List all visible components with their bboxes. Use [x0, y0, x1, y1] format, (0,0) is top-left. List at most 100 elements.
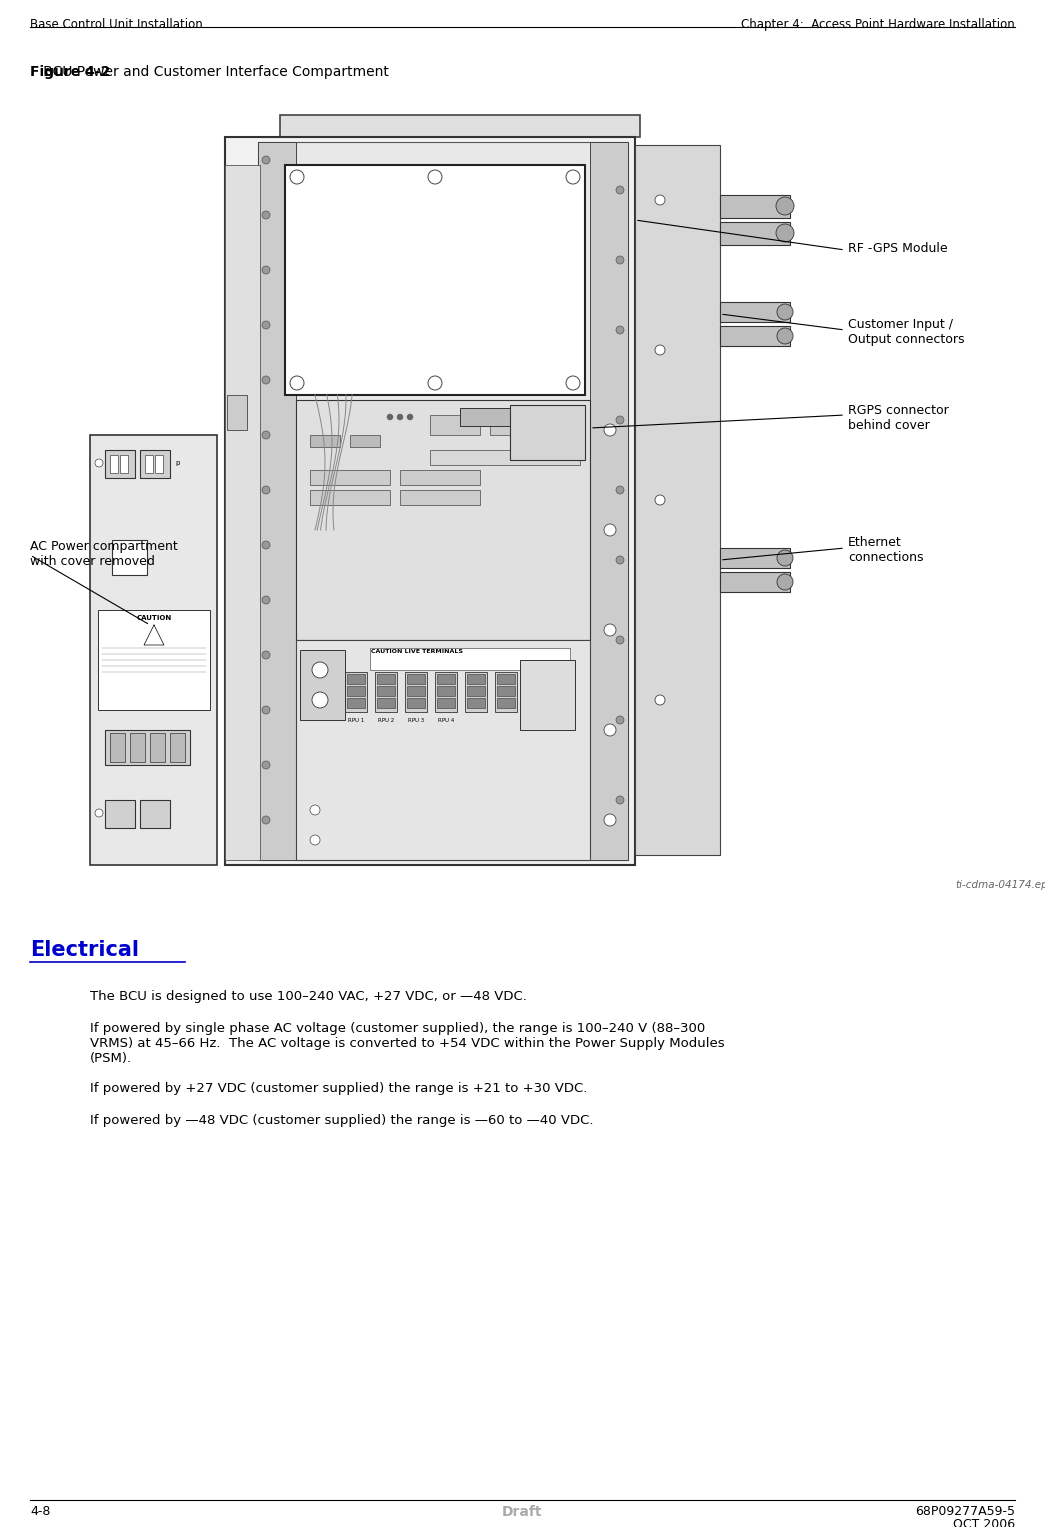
- Circle shape: [655, 195, 665, 205]
- Bar: [170, 733, 185, 762]
- Bar: [437, 686, 455, 696]
- Text: ti-cdma-04174.eps: ti-cdma-04174.eps: [955, 880, 1045, 890]
- Bar: [720, 221, 790, 244]
- Bar: [296, 640, 590, 860]
- Bar: [98, 609, 210, 710]
- Circle shape: [262, 815, 270, 825]
- Circle shape: [262, 156, 270, 163]
- Circle shape: [262, 760, 270, 770]
- Circle shape: [262, 266, 270, 273]
- Circle shape: [616, 716, 624, 724]
- Circle shape: [239, 655, 249, 664]
- Text: CAUTION LIVE TERMINALS: CAUTION LIVE TERMINALS: [371, 649, 463, 654]
- Circle shape: [239, 576, 249, 585]
- Circle shape: [262, 376, 270, 383]
- Circle shape: [655, 695, 665, 705]
- Circle shape: [312, 692, 328, 709]
- Text: Ethernet
connections: Ethernet connections: [847, 536, 924, 563]
- Text: Customer Input /
Output connectors: Customer Input / Output connectors: [847, 318, 965, 347]
- Bar: [130, 733, 145, 762]
- Bar: [720, 548, 790, 568]
- Bar: [635, 145, 720, 855]
- Circle shape: [777, 574, 793, 589]
- Circle shape: [407, 414, 413, 420]
- Bar: [497, 698, 515, 709]
- Bar: [110, 455, 118, 473]
- Text: p: p: [175, 460, 180, 466]
- Bar: [300, 651, 345, 721]
- Bar: [112, 541, 147, 576]
- Circle shape: [239, 615, 249, 625]
- Bar: [407, 686, 425, 696]
- Bar: [140, 450, 170, 478]
- Circle shape: [616, 637, 624, 644]
- Bar: [225, 137, 635, 864]
- Text: AC Power compartment
with cover removed: AC Power compartment with cover removed: [30, 541, 178, 568]
- Bar: [120, 455, 127, 473]
- Bar: [145, 455, 153, 473]
- Bar: [258, 142, 628, 860]
- Circle shape: [428, 169, 442, 183]
- Circle shape: [616, 186, 624, 194]
- Text: If powered by —48 VDC (customer supplied) the range is —60 to —40 VDC.: If powered by —48 VDC (customer supplied…: [90, 1115, 594, 1127]
- Circle shape: [655, 345, 665, 354]
- Bar: [310, 490, 390, 505]
- Bar: [377, 673, 395, 684]
- Text: If powered by single phase AC voltage (customer supplied), the range is 100–240 : If powered by single phase AC voltage (c…: [90, 1022, 724, 1064]
- Circle shape: [310, 805, 320, 815]
- Circle shape: [777, 550, 793, 567]
- Bar: [345, 672, 367, 712]
- Text: OCT 2006: OCT 2006: [953, 1518, 1015, 1527]
- Circle shape: [616, 486, 624, 495]
- Circle shape: [616, 257, 624, 264]
- Circle shape: [262, 541, 270, 550]
- Circle shape: [566, 169, 580, 183]
- Circle shape: [616, 796, 624, 805]
- Bar: [407, 698, 425, 709]
- Bar: [110, 733, 125, 762]
- Circle shape: [566, 376, 580, 389]
- Text: CAUTION: CAUTION: [137, 615, 171, 621]
- Text: RF -GPS Module: RF -GPS Module: [847, 241, 948, 255]
- Circle shape: [262, 651, 270, 660]
- Bar: [407, 673, 425, 684]
- Bar: [347, 698, 365, 709]
- Bar: [104, 730, 190, 765]
- Circle shape: [604, 524, 616, 536]
- Bar: [347, 686, 365, 696]
- Bar: [150, 733, 165, 762]
- Polygon shape: [144, 625, 164, 644]
- Bar: [720, 195, 790, 218]
- Bar: [400, 490, 480, 505]
- Text: 68P09277A59-5: 68P09277A59-5: [915, 1506, 1015, 1518]
- Bar: [225, 165, 260, 860]
- Bar: [510, 405, 585, 460]
- Bar: [310, 470, 390, 486]
- Bar: [429, 450, 580, 466]
- Bar: [495, 672, 517, 712]
- Bar: [437, 673, 455, 684]
- Text: Base Control Unit Installation: Base Control Unit Installation: [30, 18, 203, 31]
- Circle shape: [777, 328, 793, 344]
- Bar: [377, 698, 395, 709]
- Text: RPU 4: RPU 4: [438, 718, 455, 722]
- Bar: [720, 325, 790, 347]
- Circle shape: [616, 415, 624, 425]
- Bar: [497, 686, 515, 696]
- Circle shape: [262, 431, 270, 438]
- Circle shape: [291, 169, 304, 183]
- Circle shape: [95, 460, 103, 467]
- Bar: [280, 115, 640, 137]
- Bar: [377, 686, 395, 696]
- Bar: [90, 435, 217, 864]
- Circle shape: [776, 224, 794, 241]
- Text: RGPS connector
behind cover: RGPS connector behind cover: [847, 405, 949, 432]
- Bar: [720, 573, 790, 592]
- Circle shape: [604, 814, 616, 826]
- Text: RPU 3: RPU 3: [408, 718, 424, 722]
- Bar: [405, 672, 427, 712]
- Bar: [285, 165, 585, 395]
- Circle shape: [291, 376, 304, 389]
- Bar: [467, 673, 485, 684]
- Bar: [467, 698, 485, 709]
